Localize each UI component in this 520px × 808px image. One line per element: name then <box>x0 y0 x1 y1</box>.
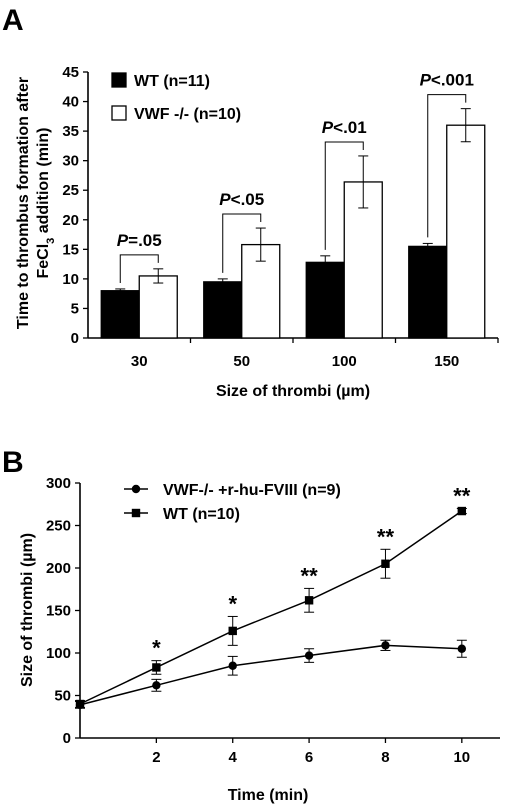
chart-a-legend-swatch <box>111 105 127 121</box>
chart-a-xtick-label: 50 <box>233 353 250 370</box>
chart-a-ytick-label: 40 <box>62 94 79 111</box>
chart-a-p-value: P=.05 <box>117 231 162 250</box>
chart-a-bar <box>100 290 140 339</box>
chart-b-legend-marker <box>131 508 141 518</box>
chart-b-ytick-label: 50 <box>54 688 71 705</box>
chart-a-ytick-label: 45 <box>62 64 79 81</box>
chart-a-bar <box>408 245 448 339</box>
chart-a-xtick-label: 100 <box>332 353 357 370</box>
chart-b-ytick-label: 300 <box>46 475 71 492</box>
chart-a-xtick-label: 30 <box>131 353 148 370</box>
chart-b-point-circle <box>228 661 237 670</box>
chart-b-xlabel: Time (min) <box>228 787 309 804</box>
chart-b-xtick-label: 6 <box>305 749 313 766</box>
chart-b-legend-label: WT (n=10) <box>163 506 240 523</box>
chart-b-xtick-label: 4 <box>229 749 238 766</box>
chart-b-series-line <box>79 644 462 706</box>
chart-b-ytick-label: 150 <box>46 603 71 620</box>
chart-a-p-value: P<.001 <box>420 71 474 90</box>
chart-a-significance-bracket <box>324 141 364 250</box>
chart-b-point-circle <box>152 681 161 690</box>
chart-a-ytick-label: 20 <box>62 212 79 229</box>
chart-b-series-line <box>79 510 463 705</box>
chart-a-legend-swatch <box>111 72 127 88</box>
chart-b-point-square <box>75 699 85 709</box>
chart-b-legend-label: VWF-/- +r-hu-FVIII (n=9) <box>163 482 341 499</box>
chart-a-bar <box>138 275 178 339</box>
chart-b-significance-marker: ** <box>377 524 395 549</box>
chart-b-ytick-label: 100 <box>46 645 71 662</box>
panel-b-letter: B <box>2 446 24 479</box>
chart-b-significance-marker: ** <box>453 484 471 509</box>
chart-b-ytick-label: 200 <box>46 560 71 577</box>
chart-a-bar <box>446 124 486 339</box>
chart-b-point-square <box>381 559 390 568</box>
chart-b-ytick-label: 250 <box>46 518 71 535</box>
chart-b-point-circle <box>304 651 314 660</box>
chart-b-legend-marker <box>131 484 141 494</box>
chart-a-ytick-label: 30 <box>62 153 79 170</box>
chart-a-ylabel-line1: Time to thrombus formation after <box>15 77 32 329</box>
chart-a-ytick-label: 10 <box>62 271 79 288</box>
chart-a-ytick-label: 5 <box>71 300 79 317</box>
chart-b-xtick-label: 10 <box>453 749 470 766</box>
chart-a-significance-bracket <box>119 254 159 283</box>
chart-a-ytick-label: 15 <box>62 241 79 258</box>
chart-a-ylabel-line2: FeCl3 addition (min) <box>35 128 57 279</box>
chart-b-xtick-label: 8 <box>381 749 389 766</box>
chart-a: 0 5 10 15 20 25 30 35 40 45 30 P=.05 50 P<.05 100 P<.01… <box>62 64 499 370</box>
chart-a-significance-bracket <box>222 213 262 273</box>
chart-a-ylabel: Time to thrombus formation after FeCl3 a… <box>15 77 57 329</box>
chart-b-significance-marker: * <box>228 591 237 616</box>
chart-b-point-circle <box>457 644 467 653</box>
chart-b-significance-marker: * <box>152 636 161 661</box>
chart-a-ytick-label: 0 <box>71 330 79 347</box>
chart-a-bar <box>203 281 243 339</box>
chart-a-p-value: P<.05 <box>219 190 264 209</box>
chart-b-ytick-label: 0 <box>63 730 71 747</box>
chart-a-xtick-label: 150 <box>434 353 459 370</box>
chart-a-significance-bracket <box>427 94 467 238</box>
chart-a-legend-label: WT (n=11) <box>134 73 210 90</box>
panel-a-letter: A <box>2 4 24 37</box>
chart-b-point-square <box>457 506 467 516</box>
chart-b-ylabel: Size of thrombi (µm) <box>19 533 36 687</box>
chart-b-point-circle <box>381 641 390 650</box>
chart-b-point-square <box>152 663 161 672</box>
chart-a-ytick-label: 25 <box>62 182 79 199</box>
chart-a-p-value: P<.01 <box>322 118 367 137</box>
chart-b-xtick-label: 2 <box>152 749 160 766</box>
chart-a-legend-label: VWF -/- (n=10) <box>134 106 241 123</box>
chart-b-point-square <box>304 596 314 605</box>
chart-b-significance-marker: ** <box>301 563 319 588</box>
chart-a-bar <box>305 261 345 339</box>
chart-b-point-square <box>228 626 237 636</box>
chart-a-xlabel: Size of thrombi (µm) <box>216 383 370 400</box>
chart-a-ytick-label: 35 <box>62 123 79 140</box>
